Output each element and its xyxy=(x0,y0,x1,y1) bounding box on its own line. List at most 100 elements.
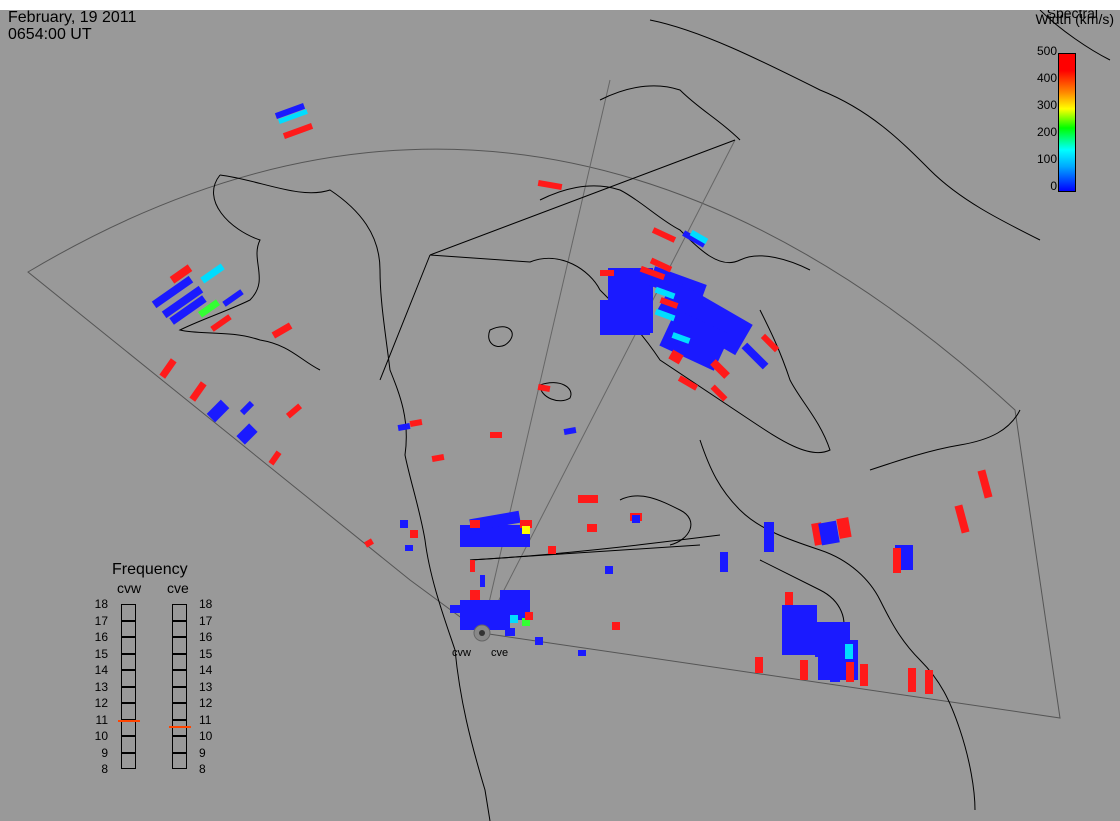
echo-cell xyxy=(537,384,551,392)
echo-cell xyxy=(159,358,177,379)
date-label: February, 19 2011 xyxy=(8,10,137,26)
echo-cell xyxy=(954,504,970,534)
frequency-scale-label: 10 xyxy=(94,729,108,743)
echo-cell xyxy=(785,592,793,607)
frequency-scale-label: 18 xyxy=(199,597,213,611)
frequency-scale-label: 10 xyxy=(199,729,213,743)
echo-cell xyxy=(400,520,408,528)
frequency-scale-label: 16 xyxy=(94,630,108,644)
echo-cell xyxy=(659,309,731,371)
frequency-scale-label: 17 xyxy=(199,613,213,628)
echo-cell xyxy=(169,295,207,325)
echo-cell xyxy=(222,289,244,307)
echo-cell xyxy=(522,618,530,626)
frequency-title: Frequency xyxy=(112,561,188,578)
radar-site-label-cvw: cvw xyxy=(452,647,471,659)
echo-cell xyxy=(818,520,840,546)
echo-cell xyxy=(755,657,763,673)
echo-cell xyxy=(410,530,418,538)
echo-cell xyxy=(470,590,480,602)
echo-cell xyxy=(578,650,586,656)
frequency-scale-label: 15 xyxy=(199,646,213,661)
echo-cell xyxy=(197,299,221,318)
echo-cell xyxy=(510,615,518,623)
echo-cell xyxy=(710,359,730,379)
echo-cell xyxy=(282,123,314,139)
echo-cell xyxy=(677,375,699,391)
colorbar-tick: 300 xyxy=(1036,98,1057,112)
frequency-scale-label: 14 xyxy=(199,663,213,677)
echo-cell xyxy=(522,526,530,534)
echo-cell xyxy=(893,548,901,573)
echo-cell xyxy=(671,332,691,344)
echo-cell xyxy=(659,297,679,309)
echo-cell xyxy=(239,400,255,416)
echo-cell xyxy=(605,566,613,574)
echo-cell xyxy=(836,517,852,539)
frequency-cell xyxy=(121,670,136,687)
echo-cell xyxy=(525,612,533,620)
frequency-scale-label: 15 xyxy=(94,646,108,661)
frequency-cell xyxy=(172,653,187,670)
echo-cell xyxy=(639,265,666,281)
echo-cell xyxy=(654,308,676,322)
map-stage: February, 19 2011 0654:00 UT Spectral Wi… xyxy=(0,10,1120,821)
echo-cell xyxy=(189,381,207,402)
echo-cell xyxy=(845,644,853,659)
echo-cell xyxy=(668,349,684,365)
echo-cell xyxy=(925,670,933,694)
echo-cell xyxy=(860,664,868,686)
frequency-scale-label: 9 xyxy=(101,745,108,760)
frequency-cell xyxy=(121,752,136,769)
frequency-cell xyxy=(172,620,187,637)
frequency-cell xyxy=(172,686,187,703)
echo-cell xyxy=(689,229,709,245)
polar-map xyxy=(27,10,1111,821)
echo-cell xyxy=(588,495,598,503)
echo-cell xyxy=(409,419,423,427)
echo-cell xyxy=(548,546,556,554)
echo-cell xyxy=(654,286,676,300)
frequency-cell xyxy=(121,653,136,670)
frequency-cell xyxy=(121,703,136,720)
colorbar-tick: 0 xyxy=(1050,179,1057,193)
echo-cell xyxy=(846,662,854,682)
echo-cell xyxy=(782,605,817,655)
echo-cell xyxy=(397,423,411,431)
echo-cell xyxy=(710,384,728,402)
echo-cell xyxy=(161,285,204,319)
echo-cell xyxy=(469,510,521,532)
frequency-cell xyxy=(121,604,136,621)
frequency-cell xyxy=(172,670,187,687)
frequency-scale-label: 11 xyxy=(95,712,108,727)
echo-cell xyxy=(720,552,728,572)
echo-cell xyxy=(578,495,588,503)
echo-cell xyxy=(450,605,462,613)
colorbar-tick: 500 xyxy=(1036,44,1057,58)
echo-cell xyxy=(490,432,502,438)
echo-cell xyxy=(520,520,532,528)
echo-cell xyxy=(505,628,515,636)
frequency-scale-label: 16 xyxy=(199,630,213,644)
echo-cell xyxy=(480,575,485,587)
echo-cell xyxy=(649,257,673,273)
frequency-cell xyxy=(121,719,136,736)
colorbar-title-line2: Width (km/s) xyxy=(1035,11,1114,27)
echo-cell xyxy=(977,469,993,499)
radar-site-label-cve: cve xyxy=(491,647,509,659)
echo-cell xyxy=(285,403,303,419)
frequency-scale-label: 11 xyxy=(199,712,212,727)
colorbar-title-line1: Spectral xyxy=(1046,10,1098,21)
echo-cell xyxy=(236,423,258,445)
echo-cell xyxy=(682,230,706,248)
colorbar xyxy=(1058,53,1076,192)
echo-cell xyxy=(274,103,306,119)
colorbar-tick: 100 xyxy=(1036,152,1057,166)
echo-cell xyxy=(405,545,413,551)
echo-cell xyxy=(632,515,640,523)
coastlines xyxy=(178,10,1111,821)
frequency-scale-label: 8 xyxy=(199,762,206,776)
frequency-cell xyxy=(172,637,187,654)
echo-cell xyxy=(760,333,780,353)
echo-cell xyxy=(908,668,916,692)
